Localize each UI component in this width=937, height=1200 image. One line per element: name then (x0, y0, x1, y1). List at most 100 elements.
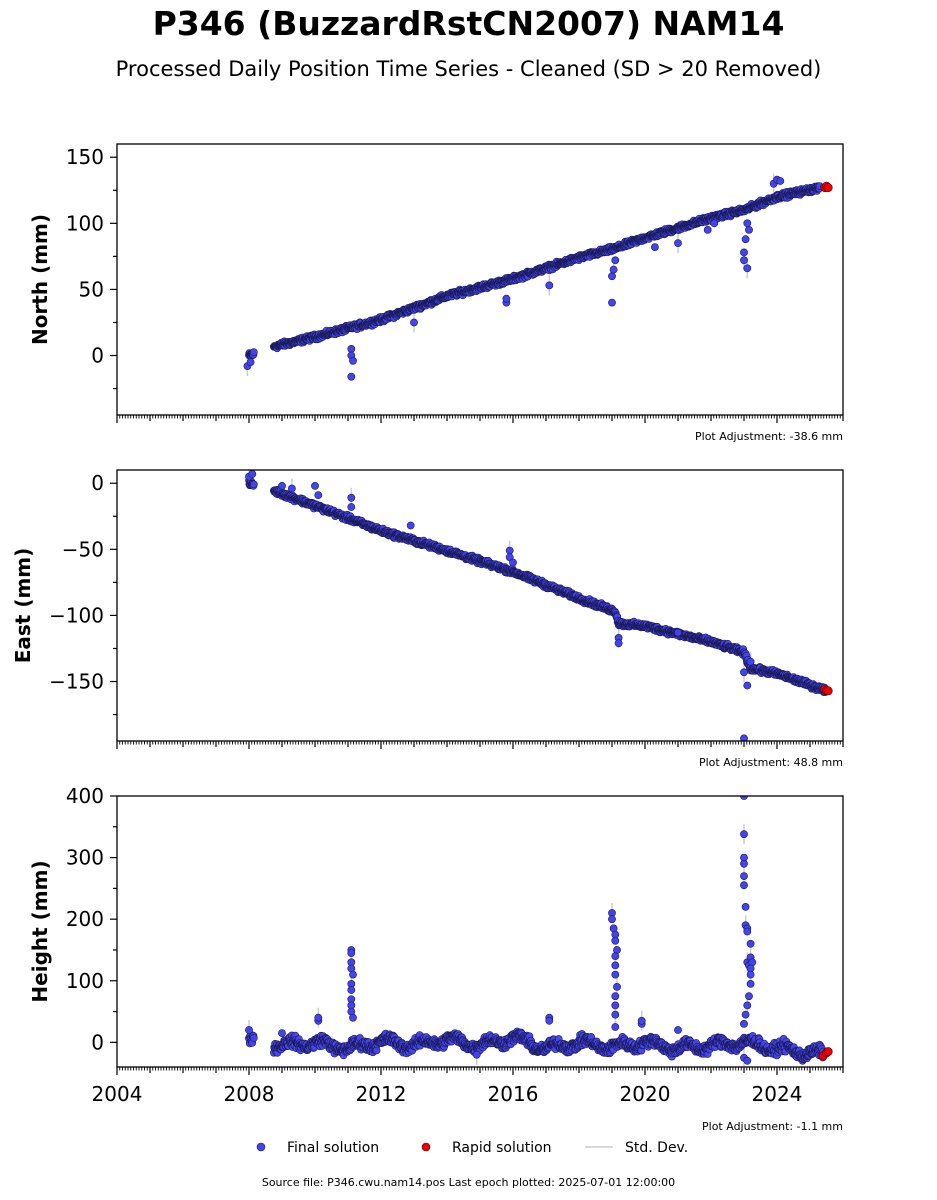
height-final-point (611, 1010, 620, 1019)
height-final-point (611, 1023, 620, 1031)
height-final-point (613, 983, 621, 991)
height-final-point (611, 1001, 620, 1010)
north-final-point (743, 264, 752, 273)
height-final-point (611, 961, 620, 970)
east-final-point (746, 657, 755, 666)
north-final-point (347, 372, 356, 381)
north-rapid-point (823, 183, 833, 193)
height-final-point (349, 970, 357, 979)
east-final-point (743, 681, 752, 690)
height-final-point (347, 986, 356, 994)
height-final-point (637, 1016, 646, 1025)
east-final-point (509, 558, 517, 567)
north-final-point (651, 243, 659, 251)
east-ytick-label: −150 (49, 670, 104, 694)
height-final-point (611, 992, 620, 1001)
east-final-point (314, 491, 323, 499)
height-final-point (349, 1013, 357, 1022)
east-final-point (278, 481, 286, 490)
height-final-point (740, 872, 748, 880)
east-ytick-label: 0 (91, 471, 104, 495)
north-ytick-label: 150 (66, 145, 104, 169)
east-final-point (287, 484, 296, 493)
north-final-point (609, 265, 618, 274)
height-final-point (608, 915, 616, 924)
height-final-point (743, 1056, 752, 1065)
north-plot-adjustment: Plot Adjustment: -38.6 mm (695, 430, 843, 443)
height-plot-area (245, 796, 833, 1067)
north-final-point (347, 344, 356, 353)
height-ytick-label: 300 (66, 846, 104, 870)
north-final-point (608, 272, 616, 281)
north-final-point (502, 294, 511, 303)
north-final-point (740, 256, 748, 265)
north-ytick-label: 50 (79, 277, 104, 301)
east-plot-area (245, 470, 833, 741)
height-final-point (746, 939, 755, 948)
east-final-point (347, 503, 356, 511)
north-final-point (410, 318, 418, 327)
north-final-point (710, 219, 719, 228)
east-final-point (740, 668, 748, 677)
height-final-point (314, 1013, 323, 1022)
height-final-point (746, 980, 755, 988)
height-rapid-point (823, 1047, 833, 1057)
height-final-point (611, 952, 620, 960)
north-final-point (745, 225, 753, 234)
north-final-point (741, 235, 750, 244)
north-final-point (611, 256, 620, 265)
east-ylabel: East (mm) (11, 548, 35, 664)
height-final-point (740, 859, 748, 868)
north-ytick-label: 100 (66, 211, 104, 235)
north-final-point (776, 177, 785, 185)
height-final-point (740, 881, 748, 890)
north-final-point (743, 219, 752, 228)
east-ytick-label: −100 (49, 603, 104, 627)
east-final-point (406, 521, 415, 530)
north-ytick-label: 0 (91, 344, 104, 368)
east-final-point (674, 628, 682, 637)
north-axes-frame (116, 143, 844, 416)
north-ylabel: North (mm) (28, 214, 52, 345)
height-ytick-label: 400 (66, 784, 104, 808)
height-final-point (249, 1034, 258, 1042)
north-final-point (740, 248, 748, 257)
east-final-point (248, 470, 257, 478)
height-final-point (745, 992, 753, 1001)
north-final-point (703, 225, 712, 234)
height-final-point (278, 1029, 286, 1037)
north-final-point (246, 358, 255, 366)
height-ytick-label: 200 (66, 907, 104, 931)
height-final-point (741, 903, 750, 911)
height-final-point (545, 1016, 554, 1025)
height-final-point (746, 970, 755, 979)
east-plot-adjustment: Plot Adjustment: 48.8 mm (699, 756, 843, 769)
east-final-point (505, 546, 514, 555)
east-final-point (249, 480, 258, 489)
north-final-point (608, 298, 616, 307)
height-final-point (611, 970, 620, 979)
north-final-point (349, 356, 357, 365)
east-rapid-point (823, 686, 833, 696)
north-final-point (674, 239, 682, 247)
height-axes-frame (116, 795, 844, 1068)
north-final-point (545, 281, 554, 290)
height-ytick-label: 100 (66, 969, 104, 993)
chart-subtitle: Processed Daily Position Time Series - C… (115, 57, 822, 81)
height-ytick-label: 0 (91, 1030, 104, 1054)
east-ytick-label: −50 (62, 537, 104, 561)
height-final-point (743, 927, 752, 936)
east-final-point (347, 493, 356, 502)
north-panel: 0 50 100 150 North (mm) Plot Adjustment: -38.… (28, 143, 844, 443)
north-final-point (249, 348, 258, 356)
east-axes-frame (116, 469, 844, 742)
height-final-point (472, 1050, 481, 1059)
east-final-point (311, 481, 319, 490)
height-final-point (741, 1010, 750, 1019)
height-final-point (740, 1020, 748, 1028)
height-final-point (245, 1026, 253, 1034)
north-plot-area (243, 173, 833, 381)
east-panel: 0 −50 −100 −150 East (mm) Plot Adjustment: 48… (11, 469, 844, 769)
height-final-point (743, 1001, 752, 1010)
